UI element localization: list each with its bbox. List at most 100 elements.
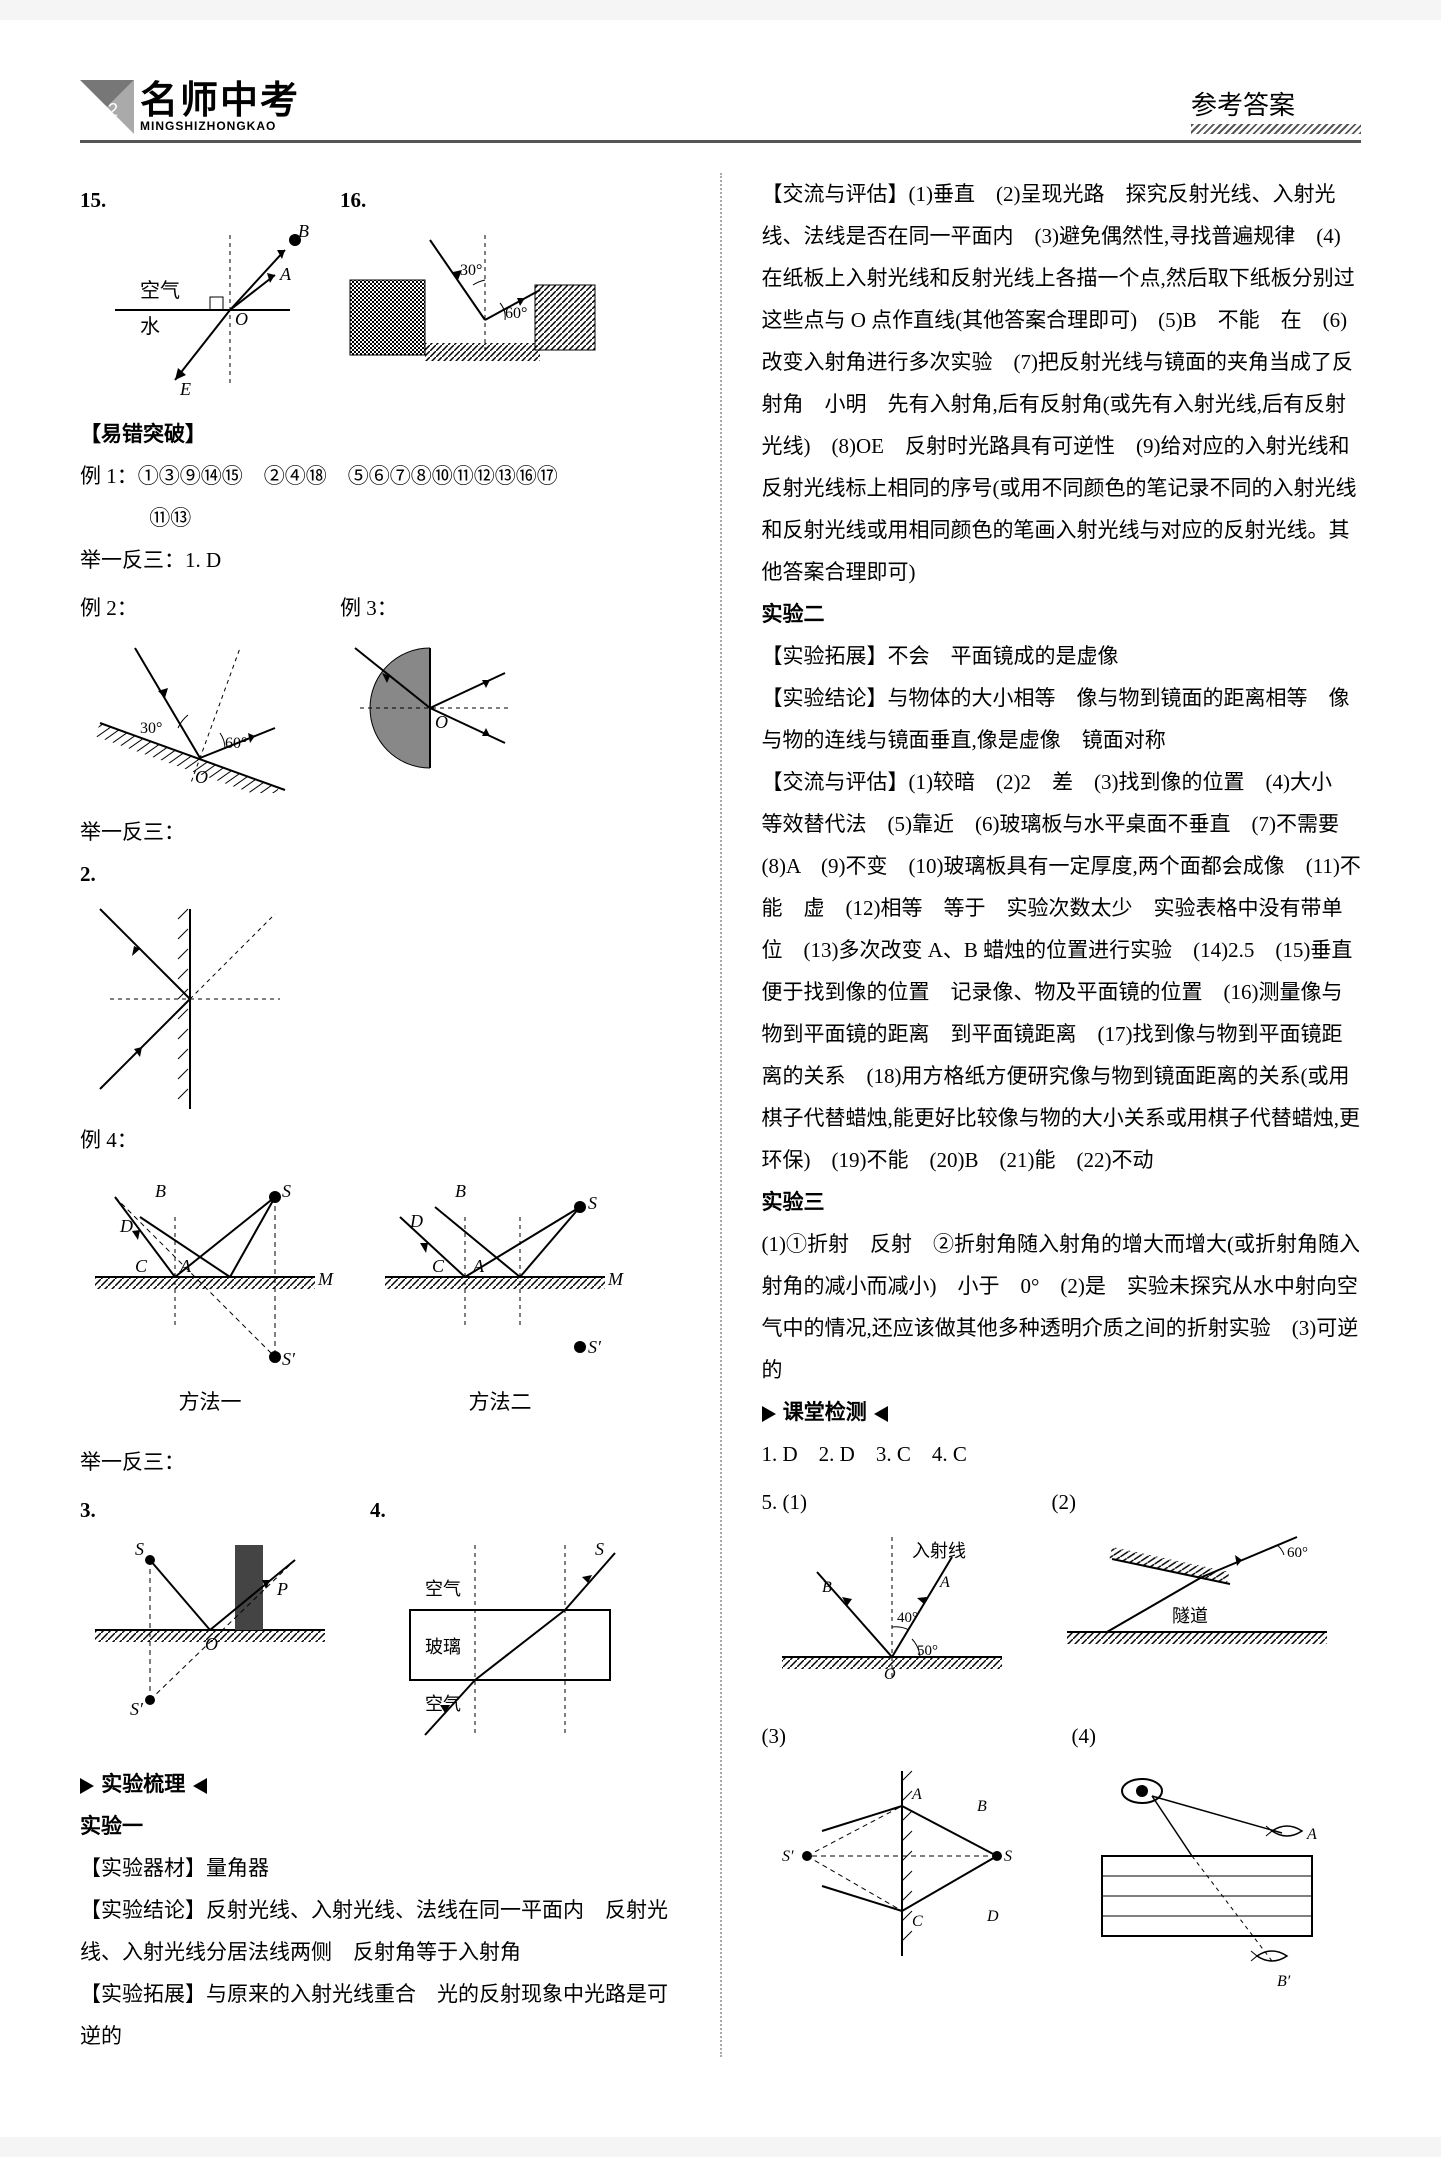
q3-num: 3.	[80, 1489, 340, 1531]
jlpg: 【交流与评估】(1)垂直 (2)呈现光路 探究反射光线、入射光线、法线是否在同一…	[762, 173, 1362, 593]
svg-text:B: B	[155, 1181, 166, 1201]
ex2-30: 30°	[140, 720, 162, 737]
header: 名师中考 MINGSHIZHONGKAO 参考答案	[80, 80, 1361, 143]
svg-text:隧道: 隧道	[1172, 1606, 1208, 1626]
s3: (1)①折射 反射 ②折射角随入射角的增大而增大(或折射角随入射角的减小而减小)…	[762, 1223, 1362, 1391]
q3-svg: S P O S′	[80, 1535, 340, 1735]
svg-text:S: S	[282, 1181, 291, 1201]
svg-text:B: B	[455, 1181, 466, 1201]
row-q15-q16: 15. 空气 水 A B	[80, 179, 680, 395]
logo-pinyin: MINGSHIZHONGKAO	[140, 120, 300, 132]
q15-air: 空气	[140, 279, 180, 302]
svg-text:入射线: 入射线	[912, 1541, 966, 1561]
diagram-q16: 16.	[340, 179, 600, 375]
ju2: 举一反三：	[80, 811, 680, 853]
logo-cn: 名师中考	[140, 82, 300, 120]
d54-svg: A B′	[1072, 1761, 1342, 1991]
shiyan1: 实验一	[80, 1805, 680, 1847]
q2-svg	[80, 899, 310, 1119]
ex1: 例 1：①③⑨⑭⑮ ②④⑱ ⑤⑥⑦⑧⑩⑪⑫⑬⑯⑰	[80, 455, 680, 497]
svg-text:S: S	[1004, 1848, 1012, 1865]
hatch-strip-icon	[1191, 124, 1361, 134]
svg-text:D: D	[986, 1908, 999, 1925]
ex4b-cap: 方法二	[370, 1381, 630, 1423]
svg-text:50°: 50°	[917, 1643, 938, 1659]
row-ex4: B S D C A M S′ 方法一	[80, 1167, 680, 1423]
row-q3-q4: 3. S P O S′	[80, 1489, 680, 1745]
kt5: 5. (1)	[762, 1481, 1022, 1523]
kt-hdr: 课堂检测	[762, 1391, 1362, 1433]
diagram-ex4a: B S D C A M S′ 方法一	[80, 1167, 340, 1423]
svg-text:B′: B′	[1277, 1973, 1291, 1990]
svg-text:D: D	[409, 1211, 423, 1231]
svg-text:空气: 空气	[425, 1694, 461, 1714]
svg-text:A: A	[472, 1256, 485, 1276]
svg-text:S′: S′	[282, 1349, 296, 1369]
diagram-ex2: 例 2： 30° 60° O	[80, 587, 310, 793]
logo-triangle-icon	[80, 80, 134, 134]
q15-water: 水	[140, 315, 160, 338]
ex2-60: 60°	[225, 735, 247, 752]
ex2-svg: 30° 60° O	[80, 633, 310, 793]
svg-text:O: O	[884, 1666, 896, 1683]
svg-text:40°: 40°	[897, 1610, 918, 1626]
diagram-5-3: (3) A B S	[762, 1715, 1042, 1961]
diagram-5-4: (4) A	[1072, 1715, 1342, 1991]
diagram-5-1: 5. (1) 40° 50° 入射线 A	[762, 1481, 1022, 1697]
row-5-34: (3) A B S	[762, 1715, 1362, 1991]
logo-text: 名师中考 MINGSHIZHONGKAO	[140, 82, 300, 132]
ex3-label: 例 3：	[340, 587, 520, 629]
q16-60: 60°	[505, 305, 527, 322]
svg-text:空气: 空气	[425, 1579, 461, 1599]
ex4a-svg: B S D C A M S′	[80, 1167, 340, 1377]
svg-text:A: A	[179, 1256, 192, 1276]
diagram-q4: 4. S 空气 玻璃 空气	[370, 1489, 630, 1745]
diagram-q15: 15. 空气 水 A B	[80, 179, 310, 395]
ex3-svg: O	[340, 633, 520, 783]
tri-left-icon	[872, 1406, 888, 1422]
ex1b: ⑪⑬	[80, 497, 680, 539]
svg-text:C: C	[135, 1256, 148, 1276]
kt1: 1. D 2. D 3. C 4. C	[762, 1433, 1362, 1475]
right-column: 【交流与评估】(1)垂直 (2)呈现光路 探究反射光线、入射光线、法线是否在同一…	[762, 173, 1362, 2057]
page: 名师中考 MINGSHIZHONGKAO 参考答案 15.	[0, 20, 1441, 2137]
kt5-4: (4)	[1072, 1715, 1342, 1757]
ex2-label: 例 2：	[80, 587, 310, 629]
ju3: 举一反三：	[80, 1441, 680, 1483]
kt5-3: (3)	[762, 1715, 1042, 1757]
q15-A: A	[279, 264, 292, 284]
diagram-ex3: 例 3： O	[340, 587, 520, 783]
ex3-O: O	[435, 712, 448, 732]
q4-svg: S 空气 玻璃 空气	[370, 1535, 630, 1745]
d51-svg: 40° 50° 入射线 A B O	[762, 1527, 1022, 1697]
svg-text:M: M	[607, 1269, 624, 1289]
q2-num: 2.	[80, 853, 680, 895]
cuowa-label: 【易错突破】	[80, 413, 680, 455]
svg-text:S′: S′	[130, 1699, 144, 1719]
svg-text:A: A	[1306, 1826, 1317, 1843]
shiyan2: 实验二	[762, 593, 1362, 635]
logo: 名师中考 MINGSHIZHONGKAO	[80, 80, 300, 134]
d52-svg: 60° 隧道	[1052, 1527, 1342, 1677]
svg-text:S: S	[135, 1539, 144, 1559]
svg-text:A: A	[939, 1574, 950, 1591]
shiyan-hdr: 实验梳理	[80, 1763, 680, 1805]
tz2: 【实验拓展】不会 平面镜成的是虚像	[762, 635, 1362, 677]
shiyan3: 实验三	[762, 1181, 1362, 1223]
svg-text:A: A	[911, 1786, 922, 1803]
jl: 【实验结论】反射光线、入射光线、法线在同一平面内 反射光线、入射光线分居法线两侧…	[80, 1889, 680, 1973]
svg-text:S: S	[588, 1193, 597, 1213]
q15-O: O	[235, 309, 248, 329]
svg-text:M: M	[317, 1269, 334, 1289]
svg-text:60°: 60°	[1287, 1545, 1308, 1561]
tri-left-icon	[191, 1778, 207, 1794]
jl2: 【实验结论】与物体的大小相等 像与物到镜面的距离相等 像与物的连线与镜面垂直,像…	[762, 677, 1362, 761]
qc: 【实验器材】量角器	[80, 1847, 680, 1889]
ex4a-cap: 方法一	[80, 1381, 340, 1423]
tz: 【实验拓展】与原来的入射光线重合 光的反射现象中光路是可逆的	[80, 1973, 680, 2057]
q15-B: B	[298, 225, 309, 241]
svg-text:B: B	[977, 1798, 987, 1815]
q4-num: 4.	[370, 1489, 630, 1531]
diagram-q3: 3. S P O S′	[80, 1489, 340, 1735]
ex2-O: O	[195, 767, 208, 787]
